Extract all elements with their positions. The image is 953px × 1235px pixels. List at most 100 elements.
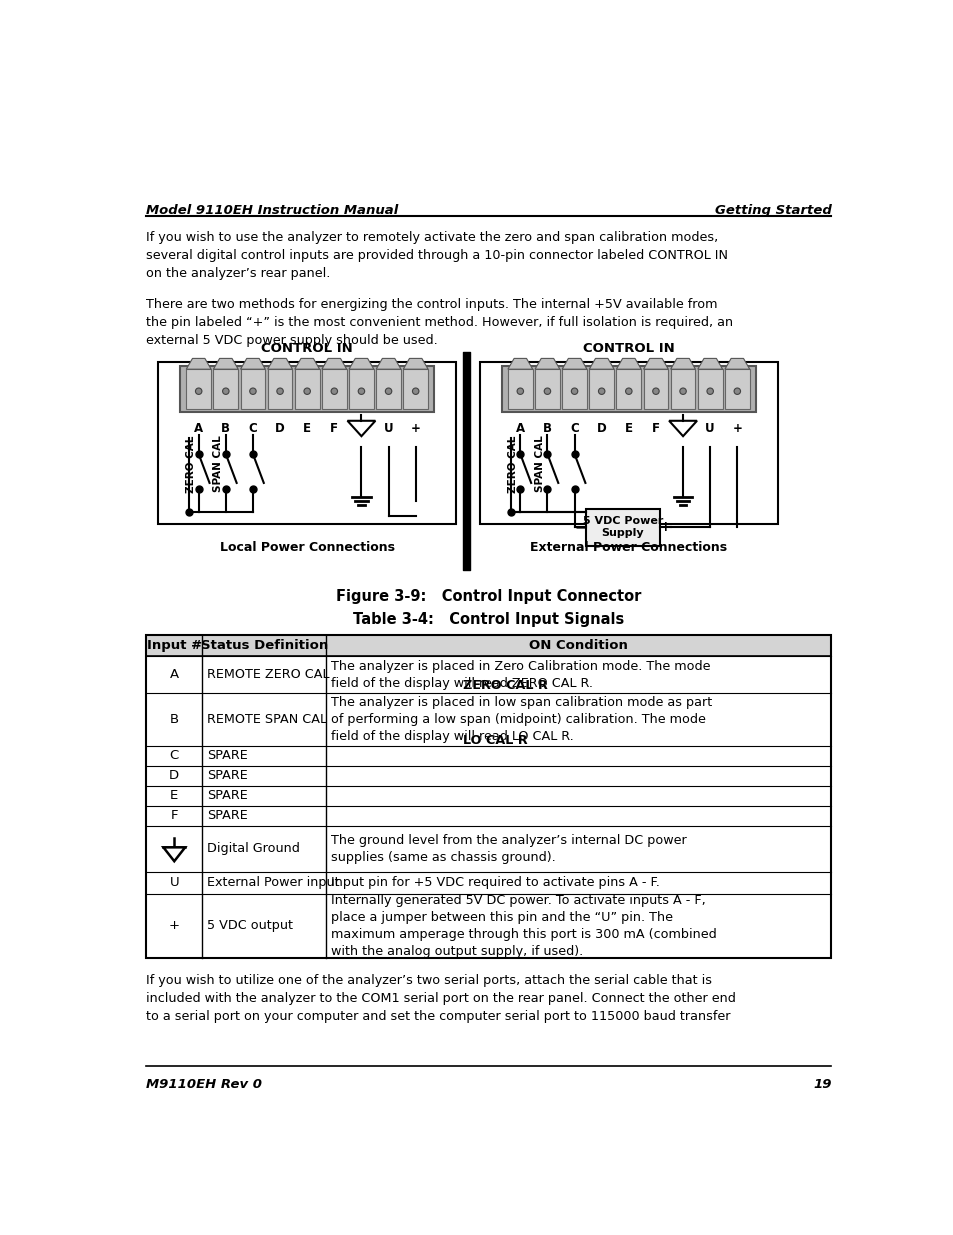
Bar xyxy=(403,369,428,409)
Polygon shape xyxy=(321,358,346,369)
Polygon shape xyxy=(616,358,640,369)
Circle shape xyxy=(571,388,578,394)
Text: D: D xyxy=(274,422,285,435)
Circle shape xyxy=(412,388,418,394)
Circle shape xyxy=(707,389,711,393)
Text: Getting Started: Getting Started xyxy=(714,205,831,217)
Circle shape xyxy=(734,388,740,394)
Circle shape xyxy=(654,389,658,393)
Polygon shape xyxy=(294,358,319,369)
Polygon shape xyxy=(186,358,211,369)
Text: ZERO CAL: ZERO CAL xyxy=(186,435,195,493)
Text: SPARE: SPARE xyxy=(207,750,248,762)
Bar xyxy=(321,369,346,409)
Circle shape xyxy=(572,389,576,393)
Polygon shape xyxy=(668,421,697,436)
Circle shape xyxy=(599,389,603,393)
Text: ZERO CAL: ZERO CAL xyxy=(507,435,517,493)
Polygon shape xyxy=(375,358,400,369)
Circle shape xyxy=(331,388,337,394)
Text: Local Power Connections: Local Power Connections xyxy=(219,541,395,555)
Text: D: D xyxy=(169,769,179,782)
Polygon shape xyxy=(268,358,293,369)
Text: Figure 3-9:   Control Input Connector: Figure 3-9: Control Input Connector xyxy=(335,589,641,604)
Polygon shape xyxy=(213,358,238,369)
Text: Status Definition: Status Definition xyxy=(200,640,328,652)
Text: E: E xyxy=(624,422,632,435)
Text: U: U xyxy=(383,422,393,435)
Text: E: E xyxy=(170,789,178,803)
Polygon shape xyxy=(724,358,749,369)
Circle shape xyxy=(195,388,202,394)
Polygon shape xyxy=(403,358,428,369)
Bar xyxy=(186,369,211,409)
Bar xyxy=(535,369,559,409)
Text: Digital Ground: Digital Ground xyxy=(207,842,299,856)
Bar xyxy=(501,366,755,412)
Circle shape xyxy=(545,389,549,393)
Circle shape xyxy=(544,388,550,394)
Text: U: U xyxy=(704,422,714,435)
Bar xyxy=(724,369,749,409)
Text: B: B xyxy=(542,422,552,435)
Bar xyxy=(213,369,238,409)
Text: SPAN CAL: SPAN CAL xyxy=(534,436,544,493)
Text: A: A xyxy=(516,422,524,435)
Text: 19: 19 xyxy=(812,1078,831,1092)
Circle shape xyxy=(679,388,685,394)
Text: LO CAL R.: LO CAL R. xyxy=(462,734,532,747)
Circle shape xyxy=(224,389,228,393)
Text: There are two methods for energizing the control inputs. The internal +5V availa: There are two methods for energizing the… xyxy=(146,299,733,347)
Text: C: C xyxy=(170,750,179,762)
Bar xyxy=(349,369,374,409)
Text: 5 VDC Power
Supply: 5 VDC Power Supply xyxy=(582,516,662,538)
Polygon shape xyxy=(347,421,375,436)
Text: SPARE: SPARE xyxy=(207,769,248,782)
Circle shape xyxy=(250,388,255,394)
Bar xyxy=(697,369,721,409)
Circle shape xyxy=(358,388,364,394)
Circle shape xyxy=(680,389,684,393)
Text: +: + xyxy=(659,520,670,534)
Bar xyxy=(616,369,640,409)
Text: CONTROL IN: CONTROL IN xyxy=(261,342,353,354)
Circle shape xyxy=(278,389,282,393)
Circle shape xyxy=(251,389,254,393)
Bar xyxy=(507,369,532,409)
Text: ZERO CAL R.: ZERO CAL R. xyxy=(462,679,552,692)
Text: External Power input: External Power input xyxy=(207,877,339,889)
Bar xyxy=(375,369,400,409)
Bar xyxy=(479,362,778,524)
Text: +: + xyxy=(411,422,420,435)
Circle shape xyxy=(385,388,392,394)
Text: F: F xyxy=(651,422,659,435)
Circle shape xyxy=(625,388,631,394)
Bar xyxy=(146,635,831,958)
Circle shape xyxy=(222,388,229,394)
Text: U: U xyxy=(170,877,179,889)
Circle shape xyxy=(414,389,417,393)
Text: A: A xyxy=(170,668,178,682)
Text: CONTROL IN: CONTROL IN xyxy=(582,342,674,354)
Bar xyxy=(585,509,659,546)
Polygon shape xyxy=(240,358,265,369)
Circle shape xyxy=(304,388,310,394)
Circle shape xyxy=(332,389,335,393)
Circle shape xyxy=(359,389,363,393)
Bar xyxy=(670,369,695,409)
Bar xyxy=(268,369,293,409)
Circle shape xyxy=(652,388,659,394)
Bar xyxy=(180,366,434,412)
Text: A: A xyxy=(193,422,203,435)
Circle shape xyxy=(196,389,200,393)
Polygon shape xyxy=(589,358,614,369)
Text: ON Condition: ON Condition xyxy=(529,640,628,652)
Text: SPAN CAL: SPAN CAL xyxy=(213,436,223,493)
Text: +: + xyxy=(169,919,179,932)
Text: C: C xyxy=(570,422,578,435)
Circle shape xyxy=(706,388,713,394)
Text: M9110EH Rev 0: M9110EH Rev 0 xyxy=(146,1078,262,1092)
Text: The analyzer is placed in low span calibration mode as part
of performing a low : The analyzer is placed in low span calib… xyxy=(331,697,711,743)
Text: If you wish to utilize one of the analyzer’s two serial ports, attach the serial: If you wish to utilize one of the analyz… xyxy=(146,973,736,1023)
Polygon shape xyxy=(163,847,185,861)
